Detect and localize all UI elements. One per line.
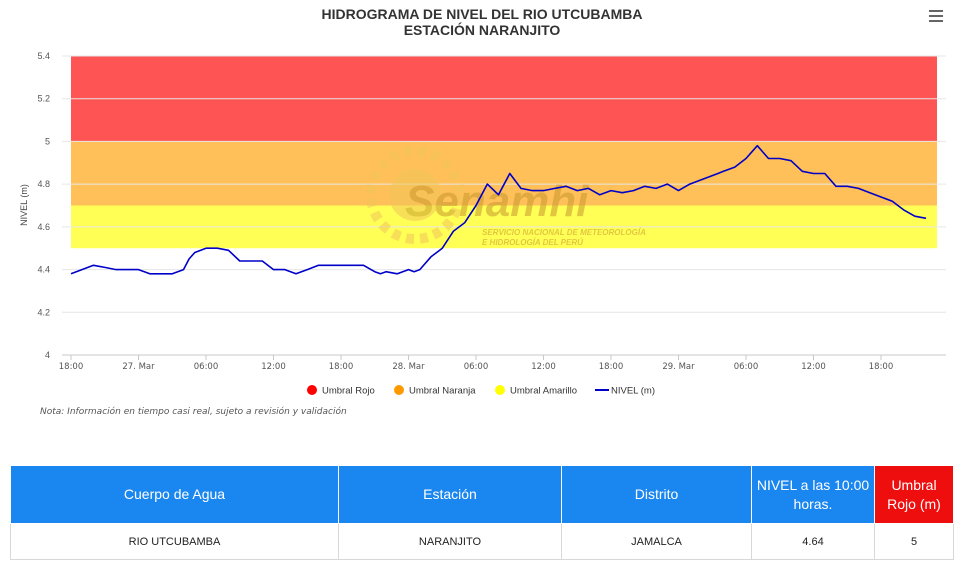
- x-tick-label: 28. Mar: [392, 362, 425, 372]
- cell-umbral-rojo: 5: [874, 523, 954, 560]
- cell-cuerpo-de-agua: RIO UTCUBAMBA: [10, 523, 339, 560]
- header-cuerpo-de-agua: Cuerpo de Agua: [10, 465, 339, 524]
- header-estacion: Estación: [338, 465, 562, 524]
- hamburger-menu-icon[interactable]: [929, 10, 943, 22]
- x-tick-label: 12:00: [531, 362, 556, 372]
- y-tick-label: 4.8: [37, 179, 50, 189]
- y-tick-label: 5: [45, 136, 50, 146]
- x-tick-label: 18:00: [599, 362, 624, 372]
- chart-title: HIDROGRAMA DE NIVEL DEL RIO UTCUBAMBA: [321, 6, 643, 22]
- chart-note: Nota: Información en tiempo casi real, s…: [40, 407, 347, 417]
- watermark-sun-icon: [389, 169, 441, 221]
- legend-marker: [495, 385, 505, 395]
- x-tick-label: 06:00: [464, 362, 489, 372]
- watermark-brand: Senamhi: [405, 177, 589, 226]
- table-header-row: Cuerpo de Agua Estación Distrito NIVEL a…: [10, 465, 954, 524]
- y-tick-label: 5.4: [37, 51, 50, 61]
- x-tick-label: 06:00: [194, 362, 219, 372]
- cell-distrito: JAMALCA: [561, 523, 752, 560]
- legend-item: NIVEL (m): [611, 386, 655, 397]
- x-tick-label: 06:00: [734, 362, 759, 372]
- x-tick-label: 12:00: [801, 362, 826, 372]
- table-row: RIO UTCUBAMBA NARANJITO JAMALCA 4.64 5: [10, 523, 954, 560]
- x-tick-label: 18:00: [59, 362, 84, 372]
- hydrograph-chart: HIDROGRAMA DE NIVEL DEL RIO UTCUBAMBA ES…: [19, 6, 946, 417]
- x-tick-label: 18:00: [869, 362, 894, 372]
- series-line-nivel: [70, 144, 927, 275]
- chart-subtitle: ESTACIÓN NARANJITO: [403, 22, 561, 38]
- chart-svg: Senamhi SERVICIO NACIONAL DE METEOROLOGÍ…: [19, 51, 946, 397]
- header-distrito: Distrito: [561, 465, 752, 524]
- legend-item: Umbral Rojo: [322, 386, 375, 397]
- legend-marker: [394, 385, 404, 395]
- x-tick-label: 27. Mar: [122, 362, 155, 372]
- header-umbral-rojo: Umbral Rojo (m): [874, 465, 954, 524]
- y-axis-label: NIVEL (m): [19, 184, 29, 226]
- y-tick-label: 4.6: [37, 222, 50, 232]
- y-tick-label: 4.2: [37, 307, 50, 317]
- senamhi-watermark: Senamhi SERVICIO NACIONAL DE METEOROLOGÍ…: [366, 146, 646, 247]
- y-tick-label: 5.2: [37, 94, 50, 104]
- cell-estacion: NARANJITO: [338, 523, 562, 560]
- watermark-line2: E HIDROLOGÍA DEL PERÚ: [482, 238, 583, 247]
- x-tick-label: 29. Mar: [662, 362, 695, 372]
- header-nivel: NIVEL a las 10:00 horas.: [751, 465, 875, 524]
- legend-item: Umbral Naranja: [409, 386, 476, 397]
- y-tick-label: 4.4: [37, 265, 50, 275]
- y-tick-label: 4: [45, 350, 50, 360]
- legend-marker: [307, 385, 317, 395]
- cell-nivel: 4.64: [751, 523, 875, 560]
- watermark-line1: SERVICIO NACIONAL DE METEOROLOGÍA: [482, 228, 646, 237]
- x-tick-label: 18:00: [329, 362, 354, 372]
- band-umbral-naranja: [71, 141, 937, 206]
- station-table: Cuerpo de Agua Estación Distrito NIVEL a…: [10, 465, 954, 560]
- legend-item: Umbral Amarillo: [510, 386, 577, 397]
- chart-legend: Umbral Rojo Umbral Naranja Umbral Amarillo…: [307, 385, 655, 397]
- x-tick-label: 12:00: [261, 362, 286, 372]
